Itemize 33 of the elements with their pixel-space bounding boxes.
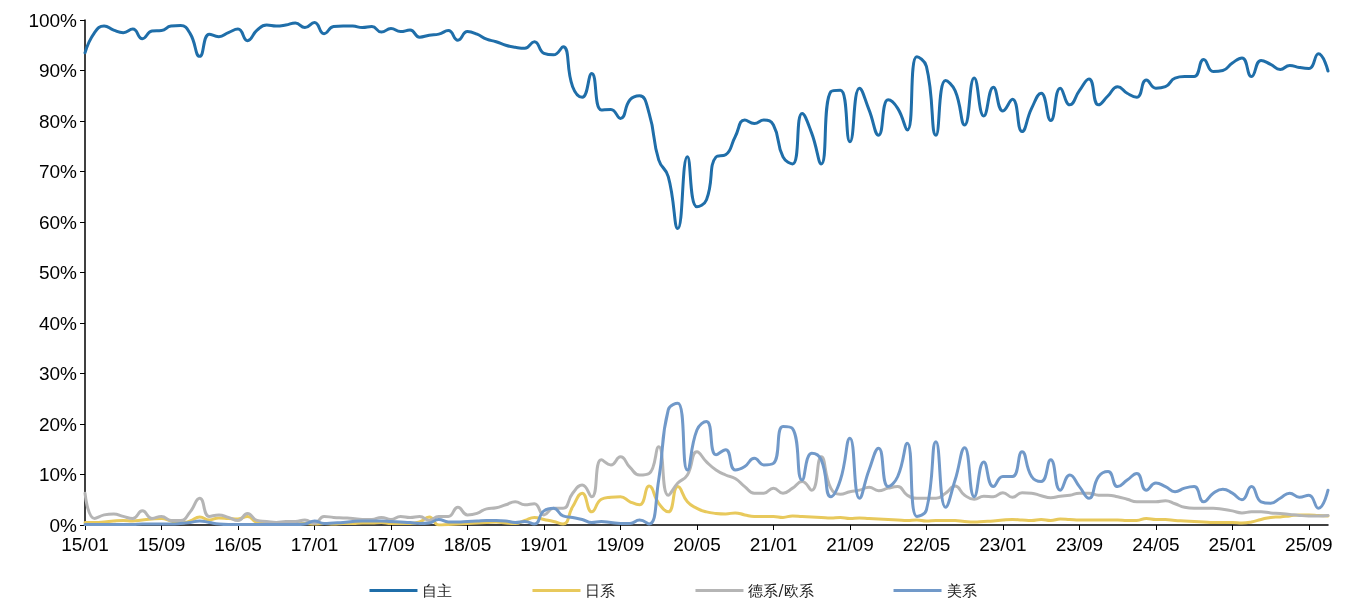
x-tick-label: 21/01 [749,534,798,555]
x-tick-label: 23/09 [1055,534,1104,555]
x-tick-label: 17/09 [367,534,415,555]
x-tick-label: 25/01 [1208,534,1257,555]
y-tick-label: 60% [38,211,78,233]
y-tick-label: 0% [49,514,78,536]
y-tick-label: 90% [38,60,78,81]
y-tick-label: 50% [38,262,78,283]
x-tick-label: 21/09 [826,534,874,555]
y-tick-label: 100% [28,9,78,31]
x-tick-label: 25/09 [1285,534,1333,555]
x-tick-label: 15/09 [137,534,186,555]
x-tick-label: 24/05 [1132,534,1180,555]
y-tick-label: 30% [38,363,78,384]
line-series [83,21,1330,231]
y-tick-label: 40% [38,312,78,334]
y-tick-label: 80% [38,110,78,132]
x-tick-label: 22/05 [902,534,951,555]
x-tick-label: 15/01 [61,534,109,555]
x-tick-label: 17/01 [290,534,339,555]
y-tick-label: 10% [38,464,78,485]
legend-label: 日系 [585,581,616,600]
x-tick-label: 19/01 [520,534,568,555]
legend-label: 自主 [422,581,453,600]
legend-label: 德系/欧系 [748,581,814,600]
x-tick-label: 16/05 [214,534,262,555]
x-tick-label: 18/05 [443,534,492,555]
x-tick-label: 20/05 [673,534,721,555]
x-tick-label: 19/09 [596,534,645,555]
legend-label: 美系 [946,581,977,600]
y-tick-label: 20% [38,413,78,435]
x-tick-label: 23/01 [979,534,1027,555]
y-tick-label: 70% [38,161,78,182]
